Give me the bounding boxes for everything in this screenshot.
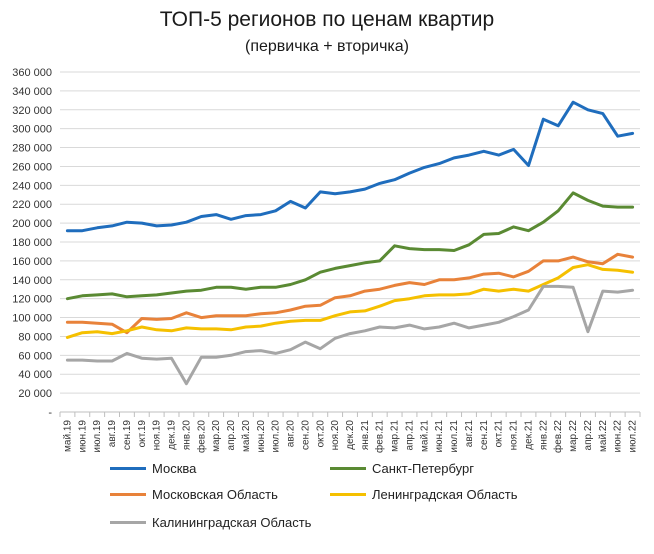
legend-label: Санкт-Петербург: [372, 460, 474, 476]
legend-label: Москва: [152, 460, 197, 476]
x-tick-label: дек.19: [167, 420, 178, 450]
x-tick-label: июл.21: [449, 420, 460, 453]
x-tick-label: май.21: [419, 420, 430, 452]
legend-swatch: [110, 466, 146, 470]
x-tick-label: июл.20: [271, 420, 282, 453]
x-tick-label: май.22: [598, 420, 609, 452]
legend-item: Московская Область: [110, 483, 278, 505]
x-tick-label: окт.19: [137, 420, 148, 448]
x-tick-label: ноя.20: [330, 420, 341, 451]
y-tick-label: 340 000: [12, 86, 52, 98]
x-tick-label: сен.21: [479, 420, 490, 450]
y-tick-label: 280 000: [12, 143, 52, 155]
x-tick-label: окт.20: [315, 420, 326, 448]
legend-swatch: [110, 520, 146, 524]
series-line-3: [65, 252, 635, 335]
x-tick-label: июн.21: [434, 420, 445, 453]
x-tick-label: май.20: [241, 420, 252, 452]
x-tick-label: июл.22: [628, 420, 639, 453]
x-tick-label: фев.20: [195, 420, 207, 453]
legend-label: Ленинградская Область: [372, 486, 518, 502]
y-tick-label: 200 000: [12, 218, 52, 230]
x-tick-label: дек.20: [345, 420, 356, 450]
series-line-1: [65, 100, 635, 233]
x-tick-label: июн.19: [77, 420, 88, 453]
y-tick-label: 360 000: [12, 67, 52, 79]
series-line-5: [65, 284, 635, 386]
x-tick-label: апр.20: [226, 420, 237, 451]
y-tick-label: 20 000: [18, 388, 52, 400]
x-tick-label: июн.20: [256, 420, 267, 453]
x-tick-label: янв.22: [538, 420, 549, 451]
x-tick-label: янв.21: [360, 420, 371, 451]
x-tick-label: сен.19: [122, 420, 133, 450]
x-tick-label: мар.22: [568, 420, 579, 452]
legend-label: Калининградская Область: [152, 514, 312, 530]
x-tick-label: окт.21: [494, 420, 505, 448]
legend-item: Санкт-Петербург: [330, 457, 474, 479]
legend-label: Московская Область: [152, 486, 278, 502]
x-tick-label: июн.22: [613, 420, 624, 453]
y-tick-label: 40 000: [18, 369, 52, 381]
x-tick-label: сен.20: [300, 420, 311, 450]
y-tick-label: 220 000: [12, 199, 52, 211]
x-tick-label: янв.20: [181, 420, 192, 451]
y-tick-label: 240 000: [12, 180, 52, 192]
y-tick-label: 320 000: [12, 105, 52, 117]
y-tick-label: 100 000: [12, 313, 52, 325]
legend-item: Ленинградская Область: [330, 483, 518, 505]
x-tick-label: мар.20: [211, 420, 222, 452]
legend-swatch: [330, 466, 366, 470]
x-tick-label: авг.19: [107, 420, 118, 448]
legend-item: Москва: [110, 457, 196, 479]
legend-item: Калининградская Область: [110, 511, 311, 533]
x-tick-label: фев.22: [552, 420, 564, 453]
y-tick-label: 180 000: [12, 237, 52, 249]
x-tick-label: авг.20: [286, 420, 297, 448]
x-tick-label: ноя.21: [509, 420, 520, 451]
chart-title: ТОП-5 регионов по ценам квартир: [159, 8, 495, 31]
y-tick-label: 300 000: [12, 124, 52, 136]
y-tick-label: 160 000: [12, 256, 52, 268]
y-tick-label: 80 000: [18, 331, 52, 343]
chart-subtitle: (первичка + вторичка): [245, 38, 409, 55]
x-tick-label: май.19: [62, 420, 73, 452]
series-line-2: [65, 191, 635, 301]
y-tick-label: 60 000: [18, 350, 52, 362]
y-tick-label: -: [48, 407, 52, 419]
y-tick-label: 120 000: [12, 294, 52, 306]
x-tick-label: дек.21: [523, 420, 534, 450]
x-tick-label: ноя.19: [152, 420, 163, 451]
y-tick-label: 140 000: [12, 275, 52, 287]
legend-swatch: [110, 492, 146, 496]
legend-swatch: [330, 492, 366, 496]
x-tick-label: мар.21: [390, 420, 401, 452]
y-tick-label: 260 000: [12, 161, 52, 173]
x-tick-label: фев.21: [374, 420, 386, 453]
series-line-4: [65, 263, 635, 339]
x-tick-label: авг.21: [464, 420, 475, 448]
x-tick-label: апр.22: [583, 420, 594, 451]
x-tick-label: июл.19: [92, 420, 103, 453]
x-tick-label: апр.21: [404, 420, 415, 451]
